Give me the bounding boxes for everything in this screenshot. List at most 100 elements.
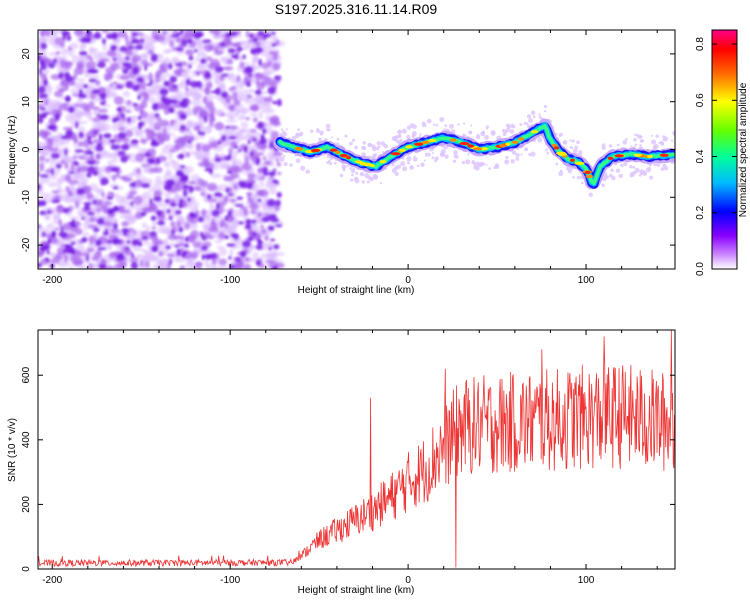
noise-blob: [165, 245, 172, 250]
noise-blob: [125, 246, 130, 251]
noise-blob: [38, 155, 46, 162]
noise-blob: [86, 192, 94, 200]
noise-blob: [252, 195, 260, 205]
ridge-halo: [663, 138, 666, 142]
noise-blob: [88, 75, 101, 79]
ridge-halo: [444, 124, 448, 127]
noise-blob: [132, 67, 139, 75]
ridge-halo: [530, 151, 536, 157]
noise-blob: [201, 235, 208, 241]
ridge-halo: [543, 109, 547, 113]
noise-blob: [121, 221, 129, 227]
noise-blob: [92, 139, 101, 143]
noise-blob: [272, 62, 281, 71]
noise-blob: [72, 172, 84, 181]
ridge-halo: [346, 164, 349, 168]
noise-blob: [143, 51, 149, 60]
noise-blob: [250, 112, 258, 117]
ridge-halo: [280, 128, 284, 131]
noise-blob: [236, 196, 244, 201]
noise-blob: [205, 101, 215, 109]
noise-blob: [156, 263, 164, 269]
spectrogram-ytick-label: -20: [21, 237, 32, 252]
noise-blob: [214, 158, 222, 163]
noise-blob: [85, 150, 95, 155]
noise-blob: [50, 30, 63, 34]
noise-blob: [252, 37, 259, 42]
noise-blob: [255, 157, 260, 166]
ridge-halo: [640, 171, 644, 176]
noise-blob: [197, 216, 204, 223]
noise-blob: [262, 128, 267, 135]
ridge-hotspot: [311, 149, 317, 153]
noise-blob: [137, 115, 142, 121]
noise-blob: [200, 180, 209, 188]
spectrogram-xtick-label: -200: [42, 275, 62, 286]
noise-blob: [100, 204, 108, 211]
noise-blob: [216, 144, 228, 148]
noise-blob: [225, 125, 230, 129]
noise-blob: [87, 211, 96, 216]
noise-blob: [199, 131, 206, 136]
ridge-halo: [397, 129, 402, 134]
spectrogram-ytick-label: 20: [21, 48, 32, 60]
noise-blob: [67, 46, 72, 51]
noise-blob: [245, 81, 252, 88]
noise-blob: [235, 84, 244, 90]
ridge-halo: [305, 169, 310, 174]
noise-blob: [41, 111, 51, 115]
ridge-halo: [343, 164, 347, 169]
snr-ylabel: SNR (10 * v/v): [7, 418, 18, 482]
noise-blob: [38, 117, 44, 124]
ridge-halo: [375, 146, 380, 151]
noise-blob: [232, 160, 238, 165]
noise-blob: [110, 167, 120, 172]
noise-blob: [38, 224, 42, 229]
snr-series-line: [38, 330, 675, 568]
ridge-halo: [634, 167, 640, 173]
noise-blob: [201, 254, 206, 261]
noise-blob: [239, 61, 245, 69]
ridge-halo: [616, 143, 620, 147]
ridge-halo: [391, 163, 395, 167]
noise-blob: [257, 30, 265, 37]
noise-blob: [81, 252, 90, 256]
noise-blob: [107, 160, 113, 165]
noise-blob: [57, 183, 62, 193]
ridge-halo: [659, 140, 664, 145]
noise-blob: [260, 80, 267, 88]
snr-xtick-label: -200: [42, 575, 62, 586]
noise-blob: [124, 56, 131, 61]
snr-xtick-label: 100: [578, 575, 595, 586]
noise-blob: [125, 80, 134, 89]
ridge-halo: [651, 134, 654, 137]
noise-blob: [64, 162, 69, 170]
noise-blob: [261, 216, 271, 223]
ridge-halo: [639, 144, 642, 147]
noise-blob: [144, 64, 148, 71]
ridge-halo: [454, 154, 459, 159]
noise-blob: [46, 249, 50, 255]
ridge-halo: [406, 125, 412, 130]
ridge-halo: [629, 145, 633, 148]
noise-blob: [38, 199, 44, 207]
noise-blob: [74, 200, 80, 208]
noise-blob: [120, 114, 125, 118]
noise-blob: [101, 30, 110, 34]
ridge-halo: [411, 134, 416, 138]
ridge-halo: [504, 159, 510, 165]
snr-frame: [37, 329, 676, 570]
noise-blob: [254, 46, 264, 54]
ridge-halo: [572, 176, 575, 179]
spectrogram-ytick-label: 10: [21, 96, 32, 108]
noise-blob: [81, 216, 85, 221]
noise-blob: [255, 244, 264, 251]
noise-blob: [257, 240, 264, 245]
noise-blob: [168, 62, 172, 70]
ridge-halo: [588, 192, 593, 198]
noise-blob: [64, 174, 72, 183]
noise-blob: [105, 265, 115, 269]
noise-blob: [78, 131, 85, 139]
ridge-halo: [663, 165, 666, 168]
